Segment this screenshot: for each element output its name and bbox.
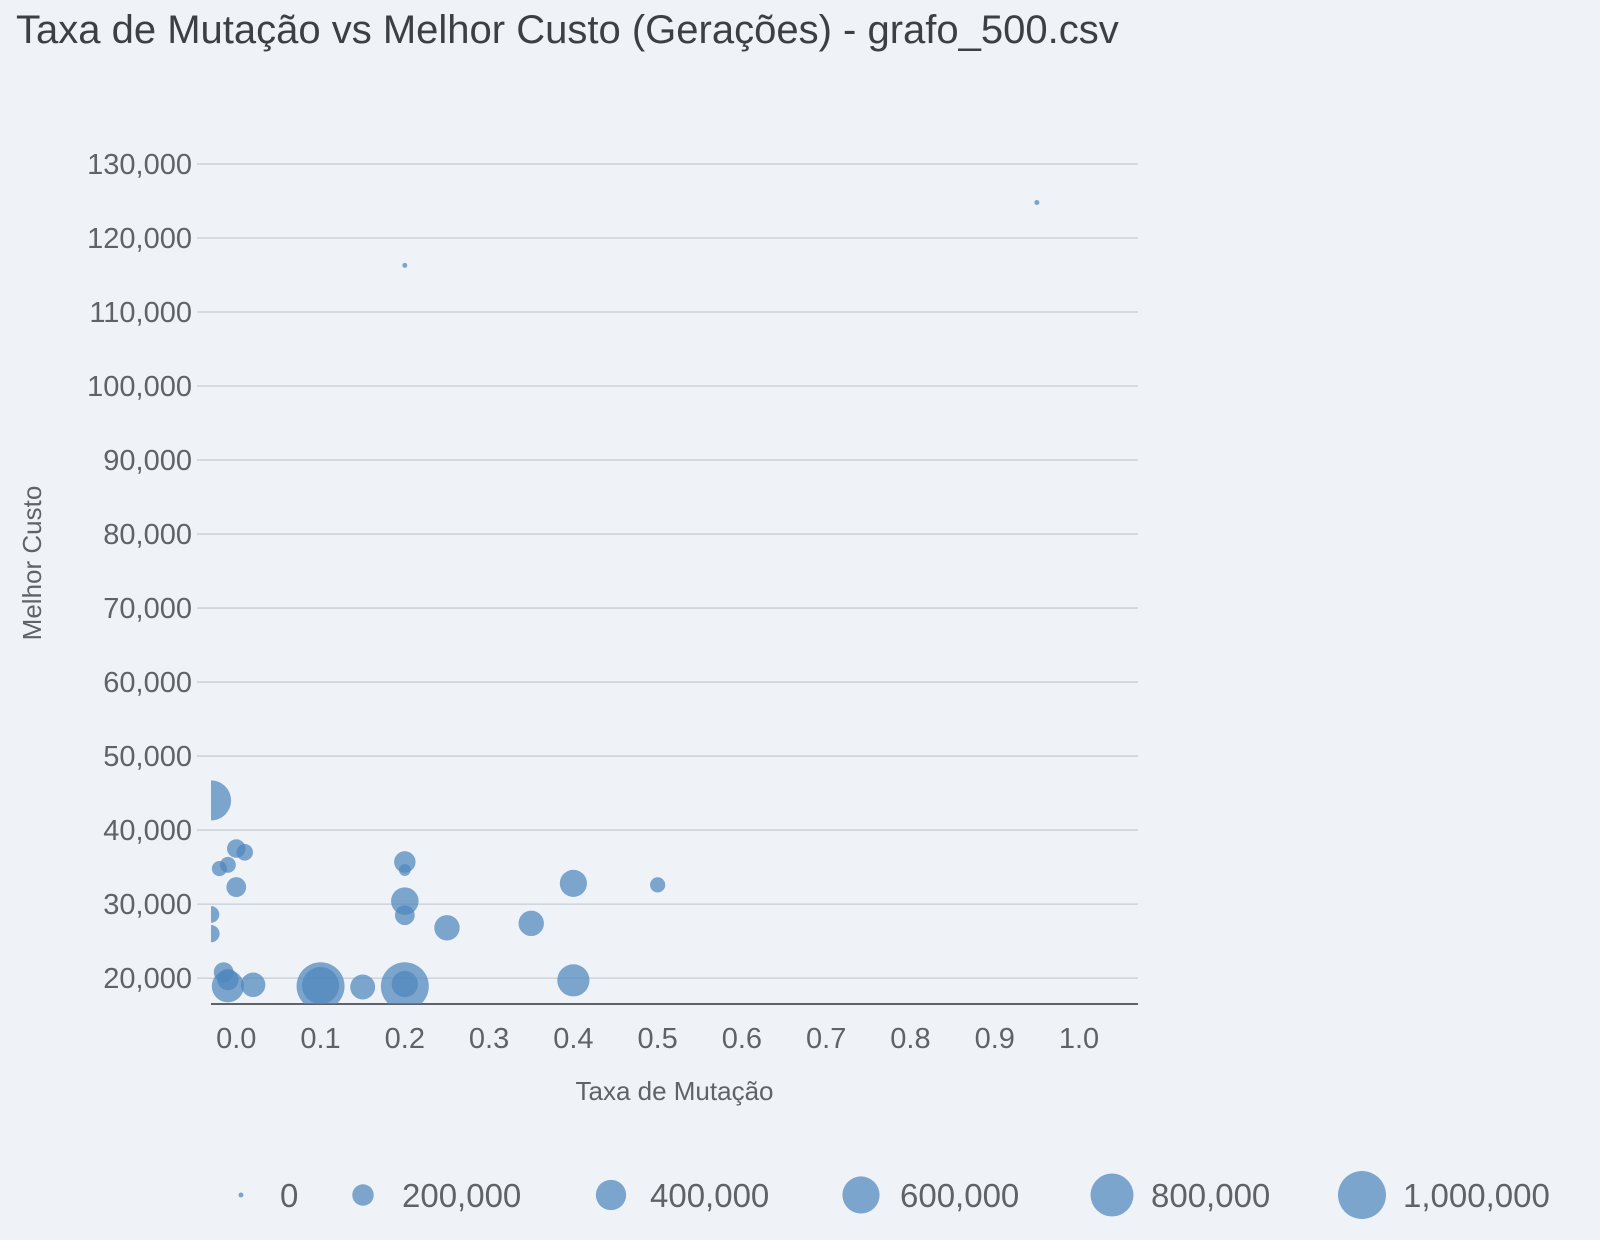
data-point xyxy=(434,915,460,941)
data-point xyxy=(391,887,419,915)
legend-size-marker xyxy=(352,1184,374,1206)
y-axis-ticks: 20,000 30,000 40,000 50,000 60,000 70,000 80,0… xyxy=(87,149,192,995)
x-tick-label: 0.3 xyxy=(469,1023,509,1055)
x-tick-label: 0.4 xyxy=(553,1023,593,1055)
y-axis-title: Melhor Custo xyxy=(17,486,47,641)
legend-size-marker xyxy=(1338,1171,1386,1219)
y-tick-label: 120,000 xyxy=(87,223,192,255)
x-tick-label: 0.6 xyxy=(722,1023,762,1055)
data-point xyxy=(1034,199,1040,205)
data-point xyxy=(211,860,228,877)
x-tick-label: 0.8 xyxy=(890,1023,930,1055)
x-tick-label: 0.9 xyxy=(975,1023,1015,1055)
y-tick-label: 100,000 xyxy=(87,371,192,403)
x-tick-label: 0.5 xyxy=(637,1023,677,1055)
data-point xyxy=(211,906,220,923)
data-point xyxy=(350,974,376,1000)
data-point xyxy=(301,966,340,1004)
data-point xyxy=(559,869,587,897)
data-point xyxy=(226,877,247,897)
chart-title: Taxa de Mutação vs Melhor Custo (Geraçõe… xyxy=(16,8,1119,52)
data-point xyxy=(518,910,544,937)
data-point xyxy=(211,925,220,943)
x-tick-label: 0.2 xyxy=(385,1023,425,1055)
y-tick-label: 80,000 xyxy=(103,519,192,551)
legend-label: 200,000 xyxy=(402,1177,521,1214)
data-point xyxy=(398,864,411,876)
y-tick-label: 70,000 xyxy=(103,593,192,625)
data-point xyxy=(213,962,234,983)
data-point xyxy=(211,780,232,821)
y-tick-label: 90,000 xyxy=(103,445,192,477)
y-tick-label: 130,000 xyxy=(87,149,192,181)
legend-size-marker xyxy=(1090,1173,1134,1217)
y-tick-label: 20,000 xyxy=(103,963,192,995)
legend-size-marker xyxy=(238,1192,244,1198)
legend-label: 0 xyxy=(280,1177,298,1214)
legend-label: 600,000 xyxy=(900,1177,1019,1214)
data-point xyxy=(240,972,266,997)
data-point xyxy=(394,905,415,926)
y-tick-label: 30,000 xyxy=(103,889,192,921)
x-tick-label: 0.1 xyxy=(300,1023,340,1055)
legend-label: 400,000 xyxy=(650,1177,769,1214)
legend-label: 800,000 xyxy=(1151,1177,1270,1214)
data-point xyxy=(236,843,254,861)
y-tick-label: 50,000 xyxy=(103,741,192,773)
x-axis-title: Taxa de Mutação xyxy=(575,1076,773,1106)
data-point xyxy=(557,964,590,997)
y-tick-label: 60,000 xyxy=(103,667,192,699)
legend-size-marker xyxy=(842,1176,880,1214)
grid-lines xyxy=(197,163,1138,979)
data-point xyxy=(391,970,418,998)
legend-size-marker xyxy=(595,1179,627,1211)
y-tick-label: 110,000 xyxy=(89,297,192,329)
data-point xyxy=(394,851,416,873)
legend-label: 1,000,000 xyxy=(1403,1177,1550,1214)
data-point xyxy=(402,262,408,268)
x-axis-ticks: 0.0 0.1 0.2 0.3 0.4 0.5 0.6 0.7 0.8 0.9 1.0 xyxy=(216,1023,1099,1055)
data-point xyxy=(650,877,666,893)
x-tick-label: 1.0 xyxy=(1059,1023,1099,1055)
size-legend: 0 200,000 400,000 600,000 800,000 1,000,000 xyxy=(238,1171,1550,1219)
x-tick-label: 0.7 xyxy=(806,1023,846,1055)
x-tick-label: 0.0 xyxy=(216,1023,256,1055)
y-tick-label: 40,000 xyxy=(103,815,192,847)
data-points xyxy=(211,199,1040,1004)
